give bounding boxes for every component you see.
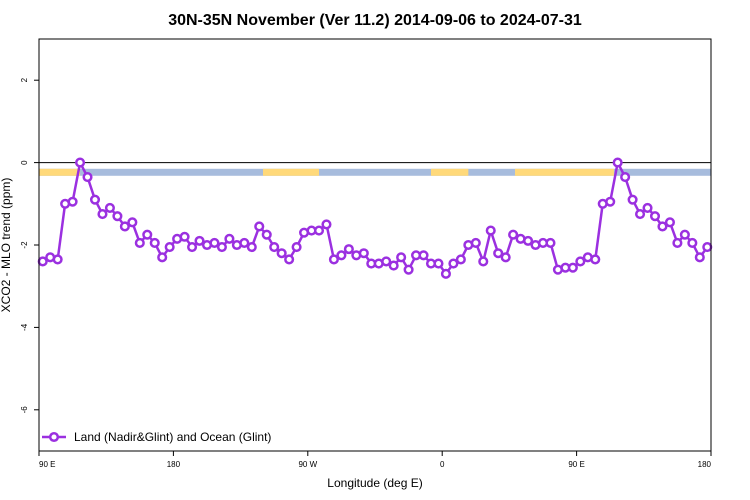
data-point xyxy=(657,221,668,232)
data-point xyxy=(493,248,504,259)
data-point xyxy=(500,252,511,263)
data-point xyxy=(679,229,690,240)
x-tick-label: 90 E xyxy=(568,460,584,469)
data-point xyxy=(164,242,175,253)
data-point xyxy=(119,221,130,232)
data-point xyxy=(246,242,257,253)
legend-marker xyxy=(48,431,60,443)
data-point xyxy=(336,250,347,261)
x-tick-label: 0 xyxy=(440,460,445,469)
x-tick-label: 90 W xyxy=(298,460,317,469)
data-point xyxy=(575,256,586,267)
data-point xyxy=(149,237,160,248)
data-point xyxy=(313,225,325,236)
data-point xyxy=(52,254,63,265)
data-point xyxy=(388,260,399,271)
data-point xyxy=(127,217,138,228)
data-point xyxy=(142,229,153,240)
data-point xyxy=(605,196,616,207)
data-point xyxy=(702,242,713,253)
data-point xyxy=(649,211,661,222)
data-point xyxy=(179,231,190,242)
y-axis: 2 0 -2 -4 -6 xyxy=(20,77,39,413)
x-tick-label: 180 xyxy=(698,460,712,469)
data-point xyxy=(485,225,496,236)
data-point xyxy=(284,254,295,265)
data-point xyxy=(112,211,123,222)
data-point xyxy=(470,237,481,248)
data-point xyxy=(478,256,489,267)
data-point xyxy=(523,235,534,246)
y-tick-label: -4 xyxy=(20,323,29,331)
land-segment xyxy=(39,168,81,176)
data-point xyxy=(321,219,332,230)
data-point xyxy=(187,242,198,253)
land-segment xyxy=(263,168,319,176)
data-point xyxy=(418,250,429,261)
chart-title: 30N-35N November (Ver 11.2) 2014-09-06 t… xyxy=(168,12,582,29)
land-segment xyxy=(431,168,469,176)
data-point xyxy=(67,196,78,207)
data-point xyxy=(635,209,646,220)
data-point xyxy=(694,252,705,263)
data-point xyxy=(455,254,466,265)
data-point xyxy=(672,237,683,248)
x-axis: 90 E 180 90 W 0 90 E 180 xyxy=(38,451,712,469)
data-point xyxy=(642,202,653,213)
y-tick-label: 2 xyxy=(20,77,29,82)
data-point xyxy=(396,252,407,263)
data-point xyxy=(567,262,578,273)
data-point xyxy=(590,254,601,265)
data-point xyxy=(448,258,459,269)
data-point xyxy=(75,157,86,168)
data-point xyxy=(612,157,623,168)
data-point xyxy=(381,256,392,267)
data-point xyxy=(343,244,354,255)
data-point xyxy=(276,248,287,259)
data-point xyxy=(440,268,451,279)
y-tick-label: -2 xyxy=(20,241,29,249)
data-point xyxy=(545,237,556,248)
data-point xyxy=(134,237,145,248)
data-point xyxy=(89,194,101,205)
data-point xyxy=(269,242,280,253)
x-axis-label: Longitude (deg E) xyxy=(327,476,422,490)
series-line xyxy=(42,161,709,276)
data-point xyxy=(433,258,444,269)
data-point xyxy=(664,217,675,228)
data-point xyxy=(157,252,168,263)
land-ocean-band xyxy=(39,168,711,176)
data-point xyxy=(216,242,227,253)
data-point xyxy=(97,209,108,220)
data-point xyxy=(620,171,631,183)
data-point xyxy=(358,248,369,259)
y-axis-label: XCO2 - MLO trend (ppm) xyxy=(0,178,13,313)
data-point xyxy=(194,235,205,246)
data-point xyxy=(254,221,265,232)
y-tick-label: 0 xyxy=(20,160,29,165)
land-segment xyxy=(515,168,614,176)
legend-label: Land (Nadir&Glint) and Ocean (Glint) xyxy=(74,430,271,444)
data-point xyxy=(328,254,339,265)
data-point xyxy=(224,233,235,244)
data-point xyxy=(239,237,250,248)
y-tick-label: -6 xyxy=(20,406,29,414)
legend: Land (Nadir&Glint) and Ocean (Glint) xyxy=(42,430,271,444)
series-layer xyxy=(37,157,713,279)
data-point xyxy=(291,242,302,253)
x-tick-label: 90 E xyxy=(39,460,55,469)
data-point xyxy=(627,194,638,205)
data-point xyxy=(403,264,414,275)
data-point xyxy=(104,202,115,213)
x-tick-label: 180 xyxy=(167,460,181,469)
data-point xyxy=(508,229,519,240)
data-point xyxy=(82,171,93,183)
data-point xyxy=(209,237,220,248)
ocean-band xyxy=(39,168,711,176)
data-point xyxy=(261,229,272,240)
data-point xyxy=(687,237,698,248)
